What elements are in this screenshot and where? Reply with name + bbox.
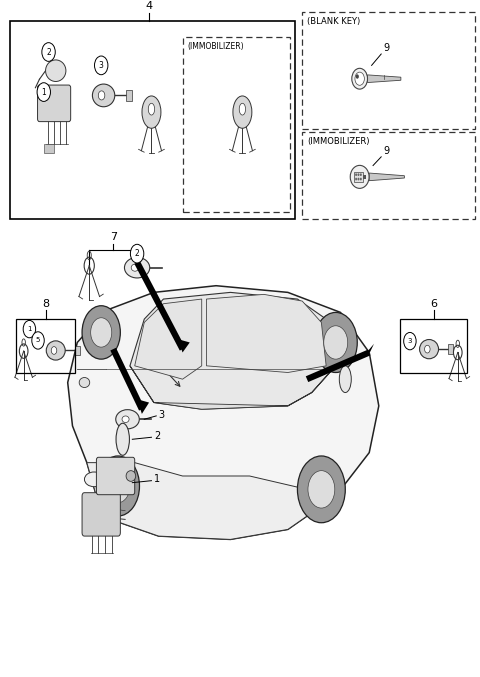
Text: (BLANK KEY): (BLANK KEY) bbox=[307, 17, 360, 26]
Ellipse shape bbox=[148, 104, 155, 115]
Ellipse shape bbox=[84, 472, 104, 487]
Bar bbox=[126, 90, 132, 101]
Ellipse shape bbox=[116, 410, 139, 429]
Polygon shape bbox=[369, 173, 404, 181]
Ellipse shape bbox=[122, 416, 129, 422]
Ellipse shape bbox=[239, 104, 246, 115]
Bar bbox=[44, 144, 54, 153]
FancyBboxPatch shape bbox=[82, 493, 120, 536]
Circle shape bbox=[404, 332, 416, 350]
Circle shape bbox=[131, 244, 144, 263]
Text: 7: 7 bbox=[109, 232, 117, 242]
Bar bbox=[363, 175, 366, 179]
Text: (IMMOBILIZER): (IMMOBILIZER) bbox=[307, 137, 370, 146]
Ellipse shape bbox=[352, 68, 368, 89]
Circle shape bbox=[23, 320, 36, 338]
Bar bbox=[75, 346, 80, 355]
Circle shape bbox=[308, 471, 335, 508]
Circle shape bbox=[106, 469, 130, 503]
Circle shape bbox=[360, 173, 362, 176]
Circle shape bbox=[82, 306, 120, 359]
Circle shape bbox=[37, 83, 50, 102]
Bar bbox=[448, 345, 453, 354]
Polygon shape bbox=[135, 299, 202, 379]
Ellipse shape bbox=[46, 341, 65, 360]
Circle shape bbox=[42, 43, 55, 62]
Polygon shape bbox=[178, 339, 190, 353]
Circle shape bbox=[425, 345, 430, 353]
Circle shape bbox=[96, 456, 140, 516]
Ellipse shape bbox=[124, 257, 150, 278]
Text: 8: 8 bbox=[42, 299, 49, 309]
Circle shape bbox=[314, 312, 357, 372]
Ellipse shape bbox=[79, 378, 90, 387]
Polygon shape bbox=[130, 366, 336, 409]
Circle shape bbox=[358, 177, 360, 181]
Circle shape bbox=[356, 74, 359, 79]
Ellipse shape bbox=[420, 340, 439, 359]
Text: 1: 1 bbox=[41, 87, 46, 97]
Ellipse shape bbox=[131, 264, 139, 271]
Text: 1: 1 bbox=[27, 326, 32, 332]
Ellipse shape bbox=[339, 366, 351, 393]
Circle shape bbox=[355, 72, 364, 85]
FancyBboxPatch shape bbox=[96, 457, 135, 495]
Circle shape bbox=[355, 173, 357, 176]
Polygon shape bbox=[87, 462, 336, 540]
Ellipse shape bbox=[93, 84, 115, 107]
Circle shape bbox=[358, 173, 360, 176]
Circle shape bbox=[95, 56, 108, 74]
Text: 9: 9 bbox=[384, 43, 390, 53]
Ellipse shape bbox=[126, 471, 136, 481]
Text: 2: 2 bbox=[154, 431, 160, 441]
Circle shape bbox=[355, 177, 357, 181]
Text: 4: 4 bbox=[145, 1, 153, 12]
Polygon shape bbox=[68, 286, 379, 540]
Text: 3: 3 bbox=[158, 410, 165, 420]
Circle shape bbox=[360, 177, 362, 181]
Polygon shape bbox=[362, 344, 374, 358]
Circle shape bbox=[98, 91, 105, 100]
Circle shape bbox=[32, 332, 44, 349]
Polygon shape bbox=[137, 399, 149, 414]
Circle shape bbox=[298, 456, 345, 523]
Ellipse shape bbox=[142, 96, 161, 128]
Text: 5: 5 bbox=[36, 337, 40, 343]
Text: 1: 1 bbox=[154, 475, 160, 484]
Text: 6: 6 bbox=[431, 299, 437, 309]
Text: 2: 2 bbox=[46, 47, 51, 56]
Ellipse shape bbox=[116, 423, 130, 456]
Bar bbox=[354, 172, 363, 182]
Ellipse shape bbox=[46, 60, 66, 81]
Ellipse shape bbox=[233, 96, 252, 128]
Text: 3: 3 bbox=[408, 338, 412, 344]
Circle shape bbox=[91, 318, 112, 347]
Polygon shape bbox=[130, 292, 336, 409]
Circle shape bbox=[51, 347, 57, 354]
Circle shape bbox=[324, 326, 348, 359]
Polygon shape bbox=[368, 75, 401, 83]
Polygon shape bbox=[206, 294, 326, 372]
Text: 9: 9 bbox=[384, 146, 390, 156]
Ellipse shape bbox=[350, 165, 369, 188]
Text: 2: 2 bbox=[135, 249, 140, 258]
Text: 3: 3 bbox=[99, 61, 104, 70]
FancyBboxPatch shape bbox=[37, 85, 71, 122]
Text: (IMMOBILIZER): (IMMOBILIZER) bbox=[187, 42, 244, 51]
